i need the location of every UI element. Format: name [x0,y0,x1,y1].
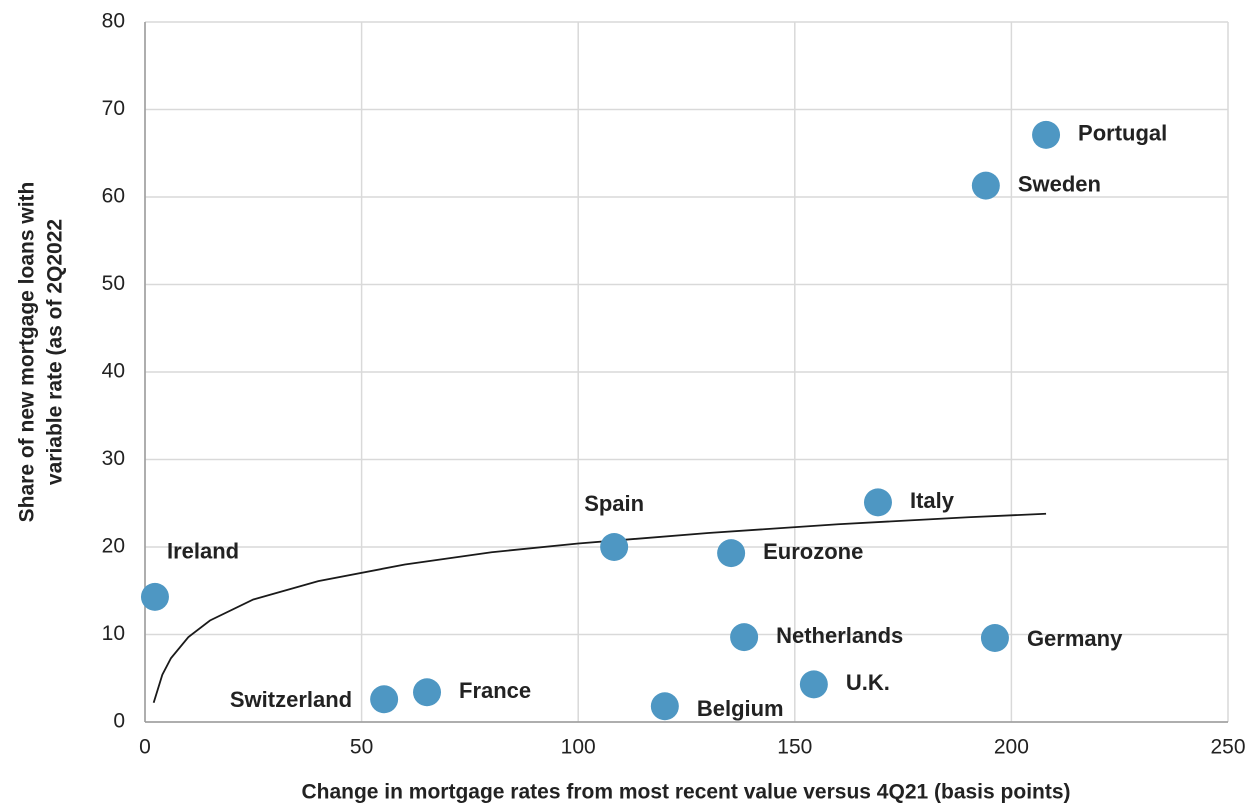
y-axis-label-line: variable rate (as of 2Q2022 [44,219,67,485]
y-tick-label: 60 [102,185,125,208]
point-label: Spain [584,491,644,516]
point [717,539,746,568]
trendline [152,512,1047,704]
point-label: U.K. [846,670,890,695]
point-label: Switzerland [230,687,352,712]
point-label: France [459,678,531,703]
point [799,670,828,699]
point [650,692,679,721]
point [140,582,169,611]
point [971,171,1000,200]
point [980,624,1009,652]
x-axis-label: Change in mortgage rates from most recen… [301,781,1070,804]
point [863,488,892,517]
x-tick-label: 150 [777,736,812,759]
point-label: Portugal [1078,121,1167,146]
point [370,685,399,714]
y-tick-label: 30 [102,447,125,470]
point-label: Eurozone [763,539,863,564]
point [600,533,629,561]
x-tick-label: 200 [994,736,1029,759]
point [1032,120,1061,149]
point-label: Netherlands [776,623,903,648]
y-tick-label: 0 [113,710,125,733]
y-tick-label: 20 [102,535,125,558]
y-tick-label: 10 [102,622,125,645]
y-tick-label: 80 [102,10,125,33]
y-tick-label: 70 [102,97,125,120]
x-tick-label: 250 [1210,736,1245,759]
point-label: Germany [1027,626,1123,651]
point-label: Belgium [697,696,784,721]
point-label: Italy [910,488,955,513]
x-tick-label: 100 [561,736,596,759]
point [730,623,759,652]
point-label: Ireland [167,539,239,564]
point [413,678,442,707]
y-tick-label: 50 [102,272,125,295]
point-label: Sweden [1018,171,1101,196]
x-tick-label: 50 [350,736,373,759]
y-axis-label-line: Share of new mortgage loans with [16,182,39,523]
y-tick-label: 40 [102,360,125,383]
x-tick-label: 0 [139,736,151,759]
